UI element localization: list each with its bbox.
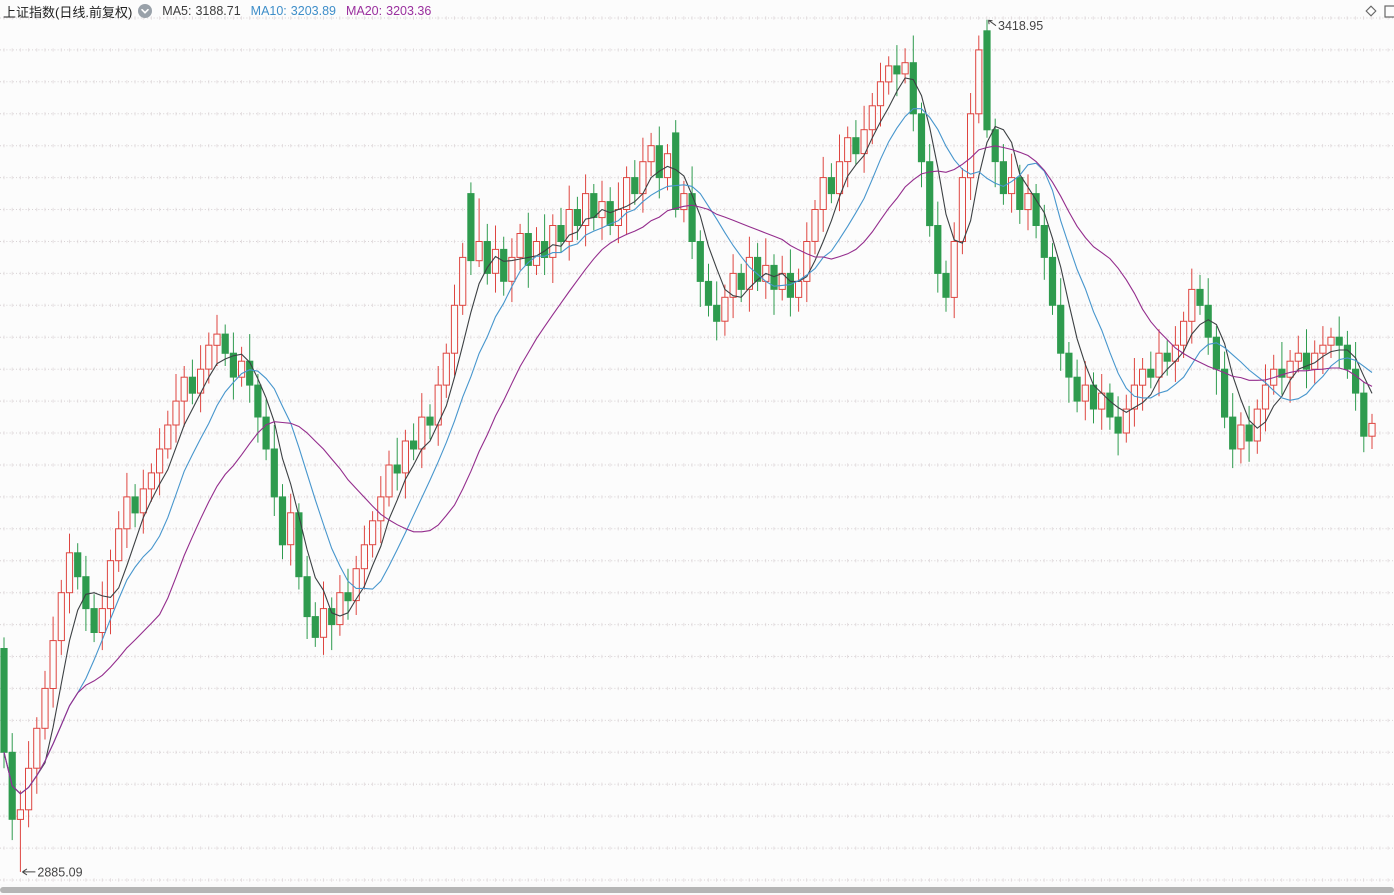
- ma10-label: MA10:: [250, 4, 287, 18]
- ma5-label: MA5:: [162, 4, 192, 18]
- window-tool-icon[interactable]: [1384, 4, 1394, 19]
- ma10-value: 3203.89: [290, 4, 336, 18]
- ma5-legend: MA5: 3188.71: [162, 4, 240, 18]
- chart-toolbar: [1358, 0, 1394, 22]
- chevron-down-circle-icon[interactable]: [138, 4, 153, 18]
- ma20-legend: MA20: 3203.36: [346, 4, 431, 18]
- instrument-title: 上证指数(日线.前复权): [3, 4, 133, 20]
- svg-text:2885.09: 2885.09: [37, 865, 82, 879]
- diamond-tool-icon[interactable]: [1364, 4, 1378, 18]
- scrollbar-thumb[interactable]: [0, 887, 1394, 893]
- ma5-value: 3188.71: [195, 4, 241, 18]
- ma20-label: MA20:: [345, 4, 383, 18]
- svg-text:3418.95: 3418.95: [998, 19, 1043, 33]
- horizontal-scrollbar[interactable]: [0, 884, 1394, 895]
- ma20-value: 3203.36: [386, 4, 432, 18]
- chart-header: 上证指数(日线.前复权) MA5: 3188.71 MA10: 3203.89 MA…: [0, 0, 1394, 22]
- ma10-legend: MA10: 3203.89: [251, 4, 336, 18]
